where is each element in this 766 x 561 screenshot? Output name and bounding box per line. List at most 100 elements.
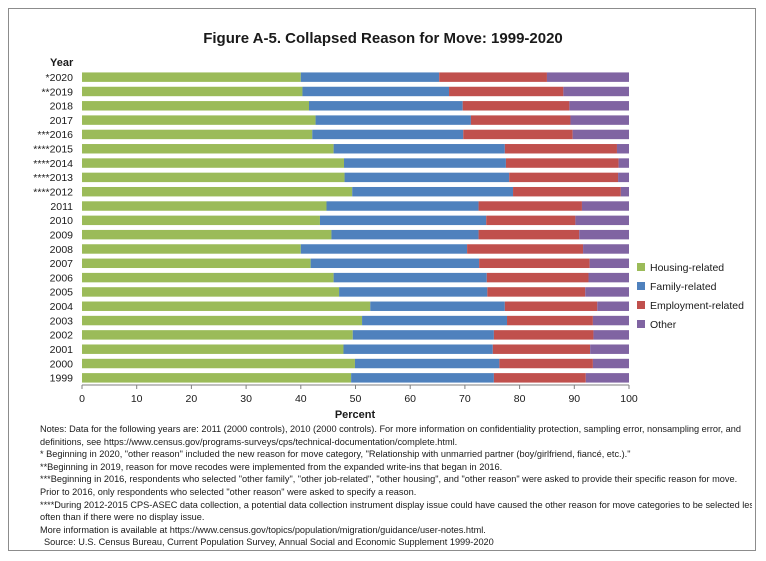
bar-family-related-1999 [351, 373, 494, 383]
bar-other-2018 [569, 101, 629, 111]
year-label: 2001 [50, 344, 74, 356]
bar-housing-related-2018 [82, 101, 309, 111]
bar-family-related-2000 [354, 358, 500, 369]
legend-swatch [637, 301, 645, 309]
bar-employment-related-2007 [479, 258, 590, 269]
bar-other-2005 [585, 287, 629, 297]
year-label: 2005 [50, 287, 74, 299]
bar-housing-related-2009 [82, 229, 332, 240]
bar-housing-related-2019 [82, 86, 303, 97]
bar-other-2001 [590, 344, 629, 354]
bar-housing-related-2020 [82, 72, 301, 82]
bar-housing-related-2014 [82, 158, 345, 168]
year-label: ***2016 [37, 129, 73, 141]
x-tick-label: 70 [459, 393, 471, 405]
legend-swatch [637, 320, 645, 328]
year-label: 2008 [50, 244, 74, 256]
x-tick-label: 0 [79, 393, 85, 405]
bar-housing-related-2003 [82, 315, 363, 326]
year-label: *2020 [46, 72, 74, 84]
note-line: More information is available at https:/… [40, 524, 486, 535]
bar-employment-related-2020 [439, 72, 547, 82]
x-tick-label: 30 [240, 393, 252, 405]
bar-other-2016 [572, 129, 629, 140]
x-tick-label: 10 [131, 393, 143, 405]
bar-employment-related-2003 [507, 315, 593, 326]
bar-employment-related-2005 [487, 287, 586, 297]
bar-employment-related-2017 [470, 115, 571, 125]
bar-other-2017 [570, 115, 629, 125]
year-label: ****2012 [33, 187, 73, 199]
x-axis: 0 10 20 30 40 50 60 70 80 90 100 [79, 384, 638, 405]
bar-housing-related-2016 [82, 129, 313, 140]
year-label: 2009 [50, 229, 74, 241]
bar-other-2012 [620, 186, 629, 197]
note-line: Prior to 2016, only respondents who sele… [40, 486, 417, 497]
bar-employment-related-2018 [462, 101, 570, 111]
year-label: 2018 [50, 101, 74, 113]
bar-employment-related-2002 [493, 330, 594, 340]
bar-housing-related-2004 [82, 301, 371, 311]
bar-family-related-2007 [310, 258, 480, 269]
year-label: 2003 [50, 315, 74, 327]
x-axis-title: Percent [335, 409, 376, 420]
x-tick-label: 100 [620, 393, 638, 405]
bar-family-related-2012 [352, 186, 514, 197]
x-tick-label: 60 [404, 393, 416, 405]
note-line: ****During 2012-2015 CPS-ASEC data colle… [40, 499, 752, 510]
bar-housing-related-2005 [82, 287, 340, 297]
bar-housing-related-2012 [82, 186, 353, 197]
year-label: ****2015 [33, 144, 73, 156]
bar-family-related-2020 [300, 72, 440, 82]
bar-housing-related-2006 [82, 272, 334, 283]
legend-label: Employment-related [650, 300, 744, 312]
bar-other-2003 [592, 315, 629, 326]
bar-employment-related-2001 [492, 344, 591, 354]
bar-other-2011 [581, 201, 629, 211]
bar-housing-related-2013 [82, 172, 345, 183]
bar-other-2007 [589, 258, 629, 269]
bar-other-2006 [588, 272, 629, 283]
x-tick-label: 50 [350, 393, 362, 405]
bar-family-related-2018 [309, 101, 463, 111]
year-label: 2000 [50, 358, 74, 370]
bar-family-related-2002 [352, 330, 494, 340]
year-label: 2002 [50, 330, 74, 342]
bar-housing-related-2000 [82, 358, 355, 369]
bar-housing-related-1999 [82, 373, 352, 383]
bar-family-related-2014 [344, 158, 506, 168]
year-label: ****2013 [33, 172, 73, 184]
bar-family-related-2011 [326, 201, 479, 211]
note-line: ***Beginning in 2016, respondents who se… [40, 474, 738, 485]
legend-swatch [637, 282, 645, 290]
bar-other-2014 [618, 158, 629, 168]
bar-housing-related-2017 [82, 115, 316, 125]
bar-family-related-2008 [300, 244, 468, 254]
note-line: definitions, see https://www.census.gov/… [40, 436, 458, 447]
bar-other-2013 [618, 172, 629, 183]
x-tick-label: 80 [514, 393, 526, 405]
legend-swatch [637, 263, 645, 271]
bar-employment-related-2013 [509, 172, 619, 183]
bar-employment-related-2012 [513, 186, 621, 197]
bar-employment-related-2011 [478, 201, 582, 211]
year-label: 2010 [50, 215, 74, 227]
year-label: 2007 [50, 258, 74, 270]
year-label: 2017 [50, 115, 74, 127]
note-line: **Beginning in 2019, reason for move rec… [40, 461, 503, 472]
year-label: 2004 [50, 301, 74, 313]
year-label: 2006 [50, 272, 74, 284]
bar-employment-related-2006 [486, 272, 589, 283]
bar-other-2015 [616, 144, 629, 154]
note-line: often than if there were no display issu… [40, 512, 205, 523]
bar-employment-related-2010 [486, 215, 576, 226]
bar-family-related-2015 [333, 144, 505, 154]
bar-employment-related-2004 [504, 301, 598, 311]
bar-other-2009 [579, 229, 629, 240]
bar-other-2010 [575, 215, 629, 226]
bar-other-2008 [583, 244, 629, 254]
bar-employment-related-2019 [449, 86, 564, 97]
bar-other-2000 [592, 358, 629, 369]
year-label: ****2014 [33, 158, 73, 170]
bars-group [82, 72, 629, 383]
